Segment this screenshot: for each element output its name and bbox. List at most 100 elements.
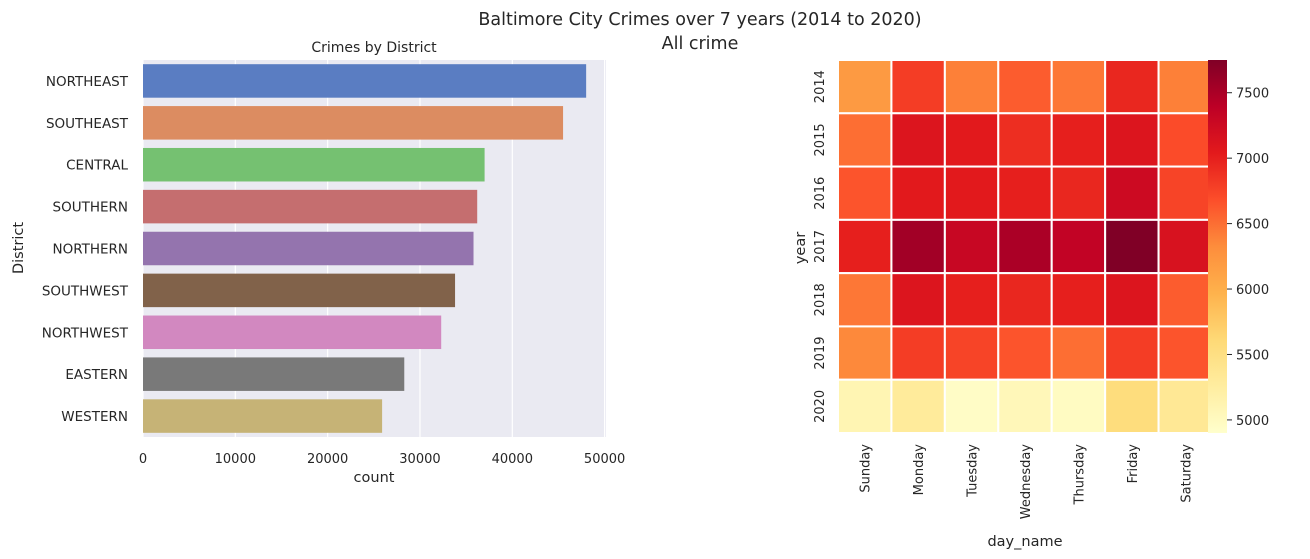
bar-chart-y-axis-label: District xyxy=(11,222,27,274)
bar-chart-x-tick-label: 0 xyxy=(139,452,147,467)
heatmap-y-tick-label: 2017 xyxy=(813,230,828,263)
heatmap-cell-2018-monday xyxy=(890,272,946,328)
heatmap-cell-2017-wednesday xyxy=(997,218,1053,275)
bar-chart-category-label: SOUTHEAST xyxy=(46,116,129,132)
heatmap-cell-2018-tuesday xyxy=(943,272,1000,328)
heatmap-cell-2019-sunday xyxy=(837,325,893,381)
heatmap-chart: Sunday Monday Tuesday Wednesday Thursday Frid… xyxy=(793,59,1269,550)
heatmap-cell-2019-friday xyxy=(1104,325,1160,381)
heatmap-cell-2019-tuesday xyxy=(943,325,1000,381)
heatmap-cell-2017-saturday xyxy=(1157,218,1213,275)
colorbar-tick-label: 6500 xyxy=(1236,218,1269,233)
heatmap-y-tick-label: 2018 xyxy=(813,283,828,316)
colorbar-tick-label: 6000 xyxy=(1236,283,1269,298)
heatmap-cell-2020-wednesday xyxy=(997,378,1053,435)
bar-western xyxy=(143,399,383,433)
heatmap-cell-2016-tuesday xyxy=(943,165,1000,221)
bar-chart-category-label: NORTHERN xyxy=(52,242,128,258)
bar-chart-x-tick-label: 30000 xyxy=(399,452,440,467)
bar-chart-title: Crimes by District xyxy=(311,40,437,56)
bar-chart-category-label: SOUTHERN xyxy=(53,200,128,216)
bar-southwest xyxy=(143,273,456,308)
heatmap-cell-2016-thursday xyxy=(1050,165,1107,221)
heatmap-cell-2020-tuesday xyxy=(943,378,1000,435)
heatmap-cell-2016-wednesday xyxy=(997,165,1053,221)
bar-northeast xyxy=(143,64,587,98)
heatmap-y-tick-label: 2016 xyxy=(813,177,828,210)
heatmap-cell-2017-sunday xyxy=(837,218,893,275)
colorbar-tick-label: 7500 xyxy=(1236,87,1269,102)
heatmap-cell-2019-monday xyxy=(890,325,946,381)
bar-chart-category-labels: NORTHEAST SOUTHEAST CENTRAL SOUTHERN NORTHER… xyxy=(42,74,129,425)
heatmap-colorbar-tick-labels: 5000 5500 6000 6500 7000 7500 xyxy=(1227,87,1269,429)
bar-chart-category-label: SOUTHWEST xyxy=(42,283,129,299)
bar-chart-category-label: NORTHWEST xyxy=(42,325,129,341)
heatmap-cell-2015-monday xyxy=(890,112,946,168)
heatmap-colorbar xyxy=(1208,60,1227,433)
heatmap-cells xyxy=(837,59,1213,435)
bar-eastern xyxy=(143,357,405,391)
heatmap-cell-2014-friday xyxy=(1104,59,1160,115)
heatmap-x-tick-label: Sunday xyxy=(859,444,874,493)
heatmap-cell-2016-saturday xyxy=(1157,165,1213,221)
heatmap-x-tick-labels: Sunday Monday Tuesday Wednesday Thursday Frid… xyxy=(859,444,1195,520)
heatmap-cell-2014-sunday xyxy=(837,59,893,115)
heatmap-cell-2018-saturday xyxy=(1157,272,1213,328)
heatmap-cell-2020-sunday xyxy=(837,378,893,435)
heatmap-x-tick-label: Thursday xyxy=(1072,444,1087,506)
heatmap-x-tick-label: Wednesday xyxy=(1019,444,1034,520)
heatmap-y-tick-label: 2015 xyxy=(813,123,828,156)
bar-chart-category-label: NORTHEAST xyxy=(46,74,129,90)
heatmap-cell-2016-monday xyxy=(890,165,946,221)
heatmap-cell-2015-wednesday xyxy=(997,112,1053,168)
heatmap-y-tick-labels: 2014 2015 2016 2017 2018 2019 2020 xyxy=(813,70,828,423)
heatmap-cell-2014-wednesday xyxy=(997,59,1053,115)
bar-chart-category-label: WESTERN xyxy=(61,409,128,425)
heatmap-cell-2015-sunday xyxy=(837,112,893,168)
heatmap-cell-2020-saturday xyxy=(1157,378,1213,435)
heatmap-cell-2016-sunday xyxy=(837,165,893,221)
bar-chart-bars xyxy=(143,64,587,433)
heatmap-cell-2018-wednesday xyxy=(997,272,1053,328)
heatmap-cell-2019-saturday xyxy=(1157,325,1213,381)
heatmap-cell-2020-monday xyxy=(890,378,946,435)
bar-chart-x-tick-label: 20000 xyxy=(307,452,348,467)
bar-central xyxy=(143,147,485,182)
bar-northern xyxy=(143,231,474,266)
bar-chart-category-label: EASTERN xyxy=(65,367,128,383)
colorbar-tick-label: 5000 xyxy=(1236,414,1269,429)
heatmap-cell-2014-tuesday xyxy=(943,59,1000,115)
heatmap-cell-2017-tuesday xyxy=(943,218,1000,275)
bar-northwest xyxy=(143,315,442,350)
heatmap-cell-2015-tuesday xyxy=(943,112,1000,168)
heatmap-cell-2017-monday xyxy=(890,218,946,275)
heatmap-y-tick-label: 2020 xyxy=(813,390,828,423)
heatmap-cell-2014-thursday xyxy=(1050,59,1107,115)
heatmap-cell-2018-thursday xyxy=(1050,272,1107,328)
bar-chart-x-tick-labels: 0 10000 20000 30000 40000 50000 xyxy=(139,452,625,467)
heatmap-cell-2014-saturday xyxy=(1157,59,1213,115)
heatmap-cell-2014-monday xyxy=(890,59,946,115)
bar-southeast xyxy=(143,106,564,140)
heatmap-cell-2017-friday xyxy=(1104,218,1160,275)
heatmap-cell-2020-thursday xyxy=(1050,378,1107,435)
heatmap-y-tick-label: 2019 xyxy=(813,337,828,370)
colorbar-tick-label: 7000 xyxy=(1236,152,1269,167)
colorbar-tick-label: 5500 xyxy=(1236,348,1269,363)
bar-chart-category-label: CENTRAL xyxy=(66,158,128,174)
bar-chart-x-tick-label: 50000 xyxy=(584,452,625,467)
heatmap-cell-2015-friday xyxy=(1104,112,1160,168)
heatmap-x-axis-label: day_name xyxy=(987,534,1062,550)
figure-subtitle: All crime xyxy=(662,34,739,54)
heatmap-cell-2019-wednesday xyxy=(997,325,1053,381)
heatmap-cell-2018-friday xyxy=(1104,272,1160,328)
heatmap-x-tick-label: Monday xyxy=(912,444,927,496)
heatmap-x-tick-label: Saturday xyxy=(1179,444,1194,503)
heatmap-x-tick-label: Tuesday xyxy=(966,444,981,498)
heatmap-cell-2020-friday xyxy=(1104,378,1160,435)
heatmap-x-tick-label: Friday xyxy=(1126,444,1141,484)
heatmap-cell-2019-thursday xyxy=(1050,325,1107,381)
heatmap-y-tick-label: 2014 xyxy=(813,70,828,103)
heatmap-cell-2018-sunday xyxy=(837,272,893,328)
